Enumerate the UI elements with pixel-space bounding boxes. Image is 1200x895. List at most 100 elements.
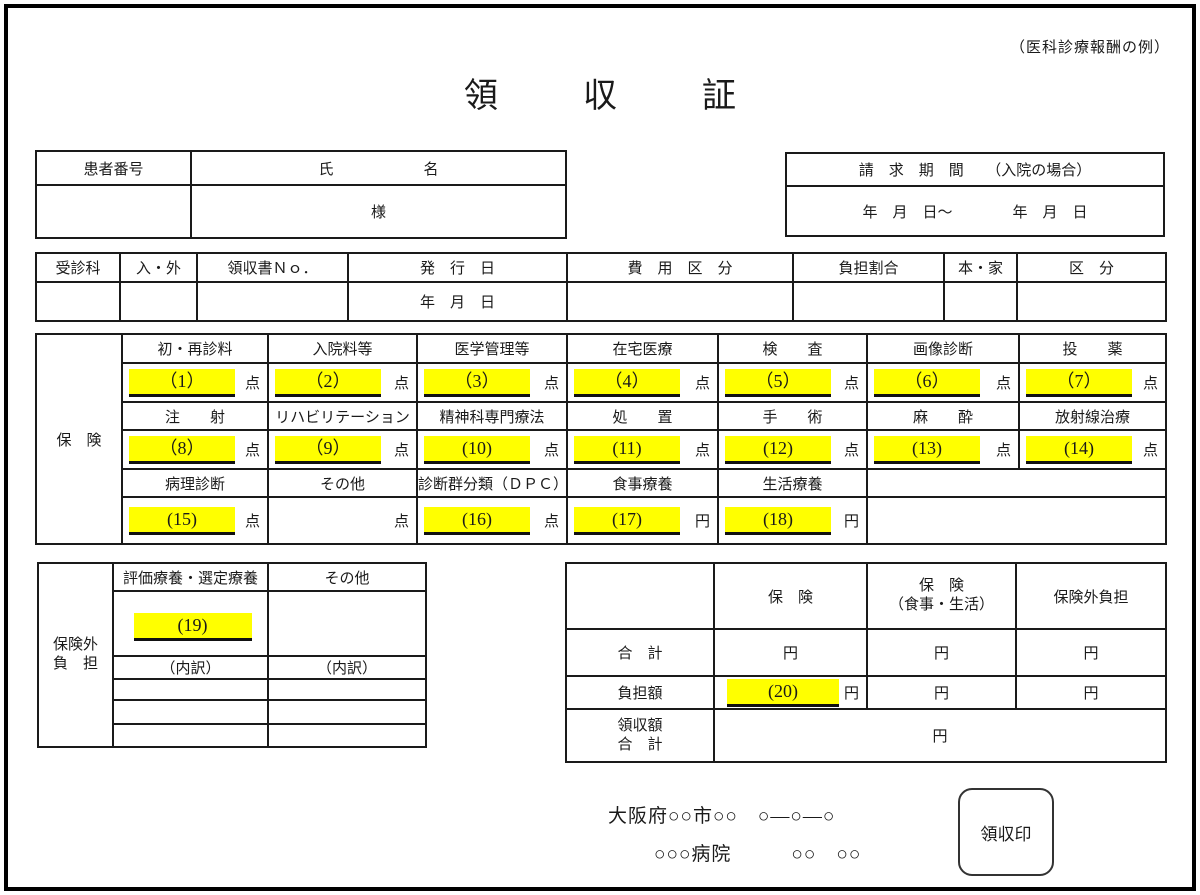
highlighted-field: (17) [574,506,680,535]
burden-non-insurance-cell: 円 [1015,675,1167,710]
assessed-care-header: 評価療養・選定療養 [112,562,269,592]
highlighted-field: （6） [874,368,980,397]
page-border [4,4,1196,891]
patient-number-header: 患者番号 [35,150,192,186]
receipt-stamp-box: 領収印 [958,788,1054,876]
fee-label: 病理診断 [121,468,269,498]
receipt-total-cell: 円 [713,708,1167,763]
highlighted-field: (15) [129,506,235,535]
fee-value-cell: (13) 点 [866,429,1020,470]
fee-value-cell: （6）点 [866,362,1020,403]
highlighted-field: （7） [1026,368,1132,397]
highlighted-field: (20) [727,678,839,707]
fee-value-cell: (16) 点 [416,496,568,545]
fee-label: 在宅医療 [566,333,719,364]
fee-label: 画像診断 [866,333,1020,364]
fee-value-cell: (15) 点 [121,496,269,545]
highlighted-field: （9） [275,435,381,464]
burden-ratio-header: 負担割合 [792,252,945,283]
highlighted-field: (19) [133,612,252,641]
billing-period-header: 請 求 期 間 （入院の場合） [785,152,1165,187]
fee-label: 医学管理等 [416,333,568,364]
burden-meal-cell: 円 [866,675,1017,710]
patient-name-field: 様 [190,184,567,239]
highlighted-field: （1） [129,368,235,397]
document-note: （医科診療報酬の例） [1009,40,1170,56]
other-header: その他 [267,562,427,592]
fee-value-cell: (18) 円 [717,496,868,545]
inout-header: 入・外 [119,252,198,283]
fee-value-cell: （5）点 [717,362,868,403]
assessed-care-value-cell: (19) [112,590,269,657]
self-family-header: 本・家 [943,252,1018,283]
highlighted-field: （2） [275,368,381,397]
patient-table: 患者番号 氏 名 様 [35,150,567,239]
fee-value-cell: (17) 円 [566,496,719,545]
fee-label: 放射線治療 [1018,401,1167,431]
highlighted-field: (12) [725,435,831,464]
category-header: 区 分 [1016,252,1167,283]
cost-category-header: 費 用 区 分 [566,252,794,283]
fee-label: 精神科専門療法 [416,401,568,431]
fee-value-cell: 点 [267,496,418,545]
non-insurance-table: 保険外 負 担 評価療養・選定療養 その他 (19) （内訳） （内訳） [37,562,427,748]
dept-field [35,281,121,322]
fee-label: 初・再診料 [121,333,269,364]
dept-header: 受診科 [35,252,121,283]
breakdown-label: （内訳） [112,655,269,680]
receipt-stamp-label: 領収印 [980,824,1032,844]
receipt-no-field [196,281,349,322]
issue-date-header: 発 行 日 [347,252,568,283]
insurance-meal-column-header: 保 険 （食事・生活） [866,562,1017,630]
burden-insurance-cell: (20) 円 [713,675,868,710]
hospital-info: 大阪府○○市○○ ○―○―○ ○○○病院 ○○ ○○ [608,798,861,874]
other-value-cell [267,590,427,657]
highlighted-field: （3） [424,368,530,397]
itemization-line [267,678,427,701]
fee-label: 手 術 [717,401,868,431]
category-field [1016,281,1167,322]
itemization-line [112,723,269,748]
fee-value-cell: （1）点 [121,362,269,403]
patient-number-field [35,184,192,239]
highlighted-field: (13) [874,435,980,464]
non-insurance-section-label: 保険外 負 担 [37,562,114,748]
fee-value-cell: (14) 点 [1018,429,1167,470]
highlighted-field: (11) [574,435,680,464]
fee-label: 食事療養 [566,468,719,498]
itemization-line [112,699,269,725]
hospital-address: 大阪府○○市○○ ○―○―○ [608,806,836,827]
fee-value-cell: (10) 点 [416,429,568,470]
visit-info-table: 受診科 入・外 領収書Ｎｏ． 発 行 日 費 用 区 分 負担割合 本・家 区 … [35,252,1167,322]
fee-label: 入院料等 [267,333,418,364]
fee-value-cell: （3）点 [416,362,568,403]
fee-value-cell: （7）点 [1018,362,1167,403]
total-non-insurance-cell: 円 [1015,628,1167,677]
fee-label: その他 [267,468,418,498]
itemization-line [267,699,427,725]
total-meal-cell: 円 [866,628,1017,677]
insurance-section-label: 保 険 [35,333,123,545]
fee-label: 検 査 [717,333,868,364]
fee-label: リハビリテーション [267,401,418,431]
billing-period-table: 請 求 期 間 （入院の場合） 年 月 日～ 年 月 日 [785,152,1165,237]
receipt-total-row-label: 領収額 合 計 [565,708,715,763]
itemization-line [112,678,269,701]
patient-name-header: 氏 名 [190,150,567,186]
empty-area [866,496,1167,545]
fee-value-cell: （9）点 [267,429,418,470]
issue-date-field: 年 月 日 [347,281,568,322]
cost-category-field [566,281,794,322]
empty-area [866,468,1167,498]
fee-value-cell: （2）点 [267,362,418,403]
fee-label: 麻 酔 [866,401,1020,431]
fee-value-cell: （4）点 [566,362,719,403]
highlighted-field: (16) [424,506,530,535]
totals-corner-cell [565,562,715,630]
non-insurance-column-header: 保険外負担 [1015,562,1167,630]
insurance-fee-table: 保 険 初・再診料 入院料等 医学管理等 在宅医療 検 査 画像診断 投 薬 （… [35,333,1167,545]
highlighted-field: （4） [574,368,680,397]
blank-field [275,508,381,533]
fee-label: 投 薬 [1018,333,1167,364]
